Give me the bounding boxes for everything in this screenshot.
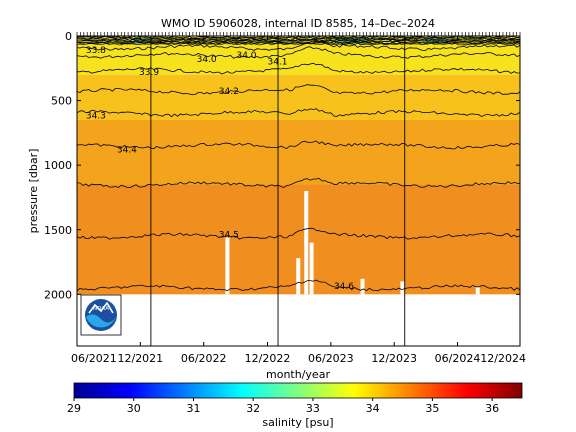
x-axis-title: month/year (266, 368, 330, 381)
noaa-logo: NOAA (80, 294, 122, 336)
contour-label: 34.4 (117, 145, 137, 155)
profile-gap (309, 242, 314, 295)
contour-label: 34.0 (236, 51, 256, 61)
year-lines (150, 36, 406, 346)
contour-label: 33.8 (86, 46, 106, 56)
colorbar-label: salinity [psu] (262, 416, 333, 429)
x-tick-label: 06/2024 (435, 352, 481, 365)
x-tick-label: 12/2021 (117, 352, 163, 365)
colorbar-tick-label: 36 (485, 402, 499, 415)
x-axis: 06/2021 12/2021 06/2022 12/2022 06/2023 12/20… (71, 32, 526, 365)
colorbar-tick-label: 30 (127, 402, 141, 415)
profile-gap (296, 258, 301, 295)
contour-label: 34.3 (86, 112, 106, 122)
contour-label: 34.2 (219, 87, 239, 97)
profile-gaps (225, 191, 480, 295)
y-axis-title: pressure [dbar] (27, 149, 40, 234)
y-tick-label: 0 (65, 30, 72, 43)
y-tick-label: 1500 (44, 224, 72, 237)
profile-gap (225, 237, 230, 295)
low-salinity-patch (130, 37, 148, 44)
colorbar-tick-label: 32 (246, 402, 260, 415)
colorbar (73, 382, 523, 399)
salinity-band (77, 119, 520, 185)
contour-label: 34.0 (197, 55, 217, 65)
x-tick-label: 06/2023 (308, 352, 354, 365)
y-tick-label: 1000 (44, 159, 72, 172)
contour-label: 34.6 (334, 282, 354, 292)
x-tick-label: 06/2022 (181, 352, 227, 365)
noaa-logo-text: NOAA (93, 306, 109, 312)
profile-gap (400, 281, 405, 295)
profile-gap (475, 286, 480, 295)
contour-label: 33.9 (139, 68, 159, 78)
colorbar-tick-label: 33 (306, 402, 320, 415)
profile-gap (304, 191, 309, 295)
y-tick-label: 2000 (44, 288, 72, 301)
y-axis: 0 500 1000 1500 2000 (44, 30, 520, 301)
x-tick-label: 12/2024 (480, 352, 526, 365)
colorbar-tick-label: 29 (67, 402, 81, 415)
contour-label: 34.5 (219, 231, 239, 241)
x-tick-label: 06/2021 (71, 352, 117, 365)
profile-gap (360, 278, 365, 295)
y-tick-label: 500 (51, 95, 72, 108)
x-tick-label: 12/2023 (371, 352, 417, 365)
salinity-band (77, 74, 520, 120)
plot-area: 33.8 33.9 34.0 34.0 34.1 34.2 34.3 34.4 34.5 34.6 (77, 36, 520, 346)
contour-label: 34.1 (267, 57, 287, 67)
chart-title: WMO ID 5906028, internal ID 8585, 14–Dec… (161, 17, 435, 30)
colorbar-ticks: 29 30 31 32 33 34 35 36 (67, 398, 499, 415)
colorbar-tick-label: 34 (366, 402, 380, 415)
colorbar-tick-label: 31 (186, 402, 200, 415)
contour-labels: 33.8 33.9 34.0 34.0 34.1 34.2 34.3 34.4 34.5 34.6 (86, 46, 354, 292)
colorbar-tick-label: 35 (425, 402, 439, 415)
x-tick-label: 12/2022 (245, 352, 291, 365)
